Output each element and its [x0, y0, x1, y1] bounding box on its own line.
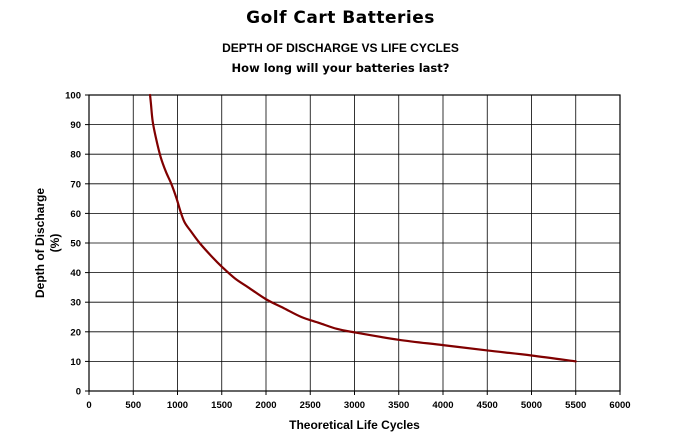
x-tick-label: 500: [125, 400, 141, 411]
y-tick-label: 10: [70, 357, 81, 368]
x-tick-label: 4500: [477, 400, 498, 411]
series-line: [148, 93, 577, 363]
y-tick-label: 90: [70, 120, 81, 131]
x-tick-label: 0: [86, 400, 91, 411]
x-tick-label: 5500: [565, 400, 586, 411]
y-axis-ticks: 0 10 20 30 40 50 60 70 80 90 100: [65, 91, 89, 398]
x-tick-label: 2000: [255, 400, 276, 411]
x-axis-label: Theoretical Life Cycles: [289, 418, 420, 432]
y-axis-label-line2: (%): [48, 234, 62, 253]
chart-subtitle: DEPTH OF DISCHARGE VS LIFE CYCLES: [222, 41, 459, 55]
y-axis-label-line1: Depth of Discharge: [33, 188, 47, 298]
chart-subtitle-question: How long will your batteries last?: [231, 61, 450, 75]
chart-title: Golf Cart Batteries: [246, 8, 435, 28]
y-tick-label: 60: [70, 209, 81, 220]
y-tick-label: 0: [76, 387, 81, 398]
y-axis-label: Depth of Discharge (%): [33, 188, 62, 298]
x-tick-label: 1000: [167, 400, 188, 411]
y-tick-label: 40: [70, 268, 81, 279]
x-tick-label: 3000: [344, 400, 365, 411]
x-tick-label: 5000: [521, 400, 542, 411]
x-axis-ticks: 0 500 1000 1500 2000 2500 3000 3500 4000 4500 5000…: [86, 391, 631, 411]
x-tick-label: 4000: [432, 400, 453, 411]
x-tick-label: 6000: [609, 400, 630, 411]
y-tick-label: 80: [70, 150, 81, 161]
x-tick-label: 3500: [388, 400, 409, 411]
grid: [89, 95, 620, 391]
y-tick-label: 70: [70, 179, 81, 190]
y-tick-label: 50: [70, 239, 81, 250]
x-tick-label: 1500: [211, 400, 232, 411]
y-tick-label: 30: [70, 298, 81, 309]
y-tick-label: 100: [65, 91, 81, 102]
y-tick-label: 20: [70, 327, 81, 338]
x-tick-label: 2500: [300, 400, 321, 411]
